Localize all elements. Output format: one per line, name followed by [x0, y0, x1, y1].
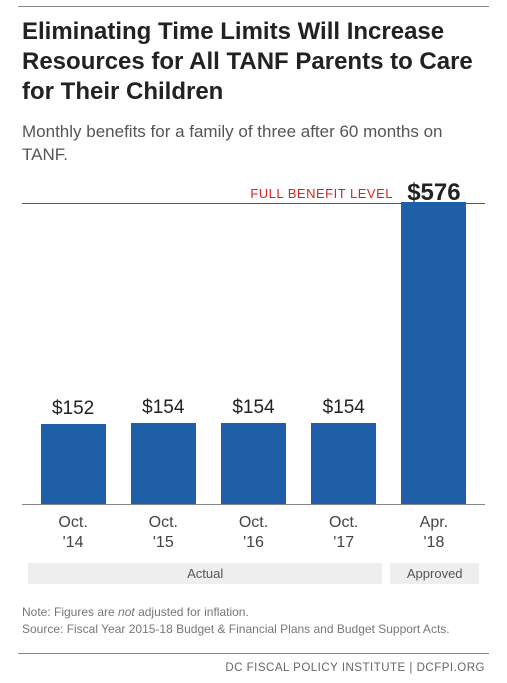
chart-subtitle: Monthly benefits for a family of three a… [22, 121, 485, 167]
bar [401, 202, 466, 504]
chart-area: FULL BENEFIT LEVEL $152$154$154$154$576 [22, 185, 485, 505]
bar [131, 423, 196, 504]
x-axis-label: Apr.'18 [389, 513, 479, 553]
bar-column: $152 [28, 185, 118, 504]
bar-value-label: $154 [323, 397, 365, 419]
bar-value-label: $154 [142, 397, 184, 419]
content-container: Eliminating Time Limits Will Increase Re… [0, 7, 507, 637]
bar-column: $154 [299, 185, 389, 504]
x-axis-label: Oct.'14 [28, 513, 118, 553]
note-post: adjusted for inflation. [135, 605, 249, 619]
category-span-label: Actual [28, 563, 382, 584]
bar-column: $154 [118, 185, 208, 504]
bar [221, 423, 286, 504]
bar-value-label: $576 [407, 179, 460, 207]
bar-column: $576 [389, 185, 479, 504]
x-axis-label: Oct.'17 [299, 513, 389, 553]
note-pre: Note: Figures are [22, 605, 118, 619]
note-line-2: Source: Fiscal Year 2015-18 Budget & Fin… [22, 621, 485, 638]
bar-value-label: $154 [232, 397, 274, 419]
note-em: not [118, 605, 135, 619]
category-row: Actual Approved [22, 563, 485, 584]
x-axis-label: Oct.'15 [118, 513, 208, 553]
bar [311, 423, 376, 504]
bar-value-label: $152 [52, 398, 94, 420]
footer-credit: DC FISCAL POLICY INSTITUTE | DCFPI.ORG [0, 654, 507, 674]
x-axis: Oct.'14Oct.'15Oct.'16Oct.'17Apr.'18 [22, 507, 485, 553]
x-axis-label: Oct.'16 [208, 513, 298, 553]
note-line-1: Note: Figures are not adjusted for infla… [22, 604, 485, 621]
bar [41, 424, 106, 504]
bars-row: $152 $154 $154 $154 $576 [22, 185, 485, 504]
chart-title: Eliminating Time Limits Will Increase Re… [22, 17, 485, 107]
notes-block: Note: Figures are not adjusted for infla… [22, 604, 485, 638]
category-span-label: Approved [390, 563, 479, 584]
bar-column: $154 [208, 185, 298, 504]
